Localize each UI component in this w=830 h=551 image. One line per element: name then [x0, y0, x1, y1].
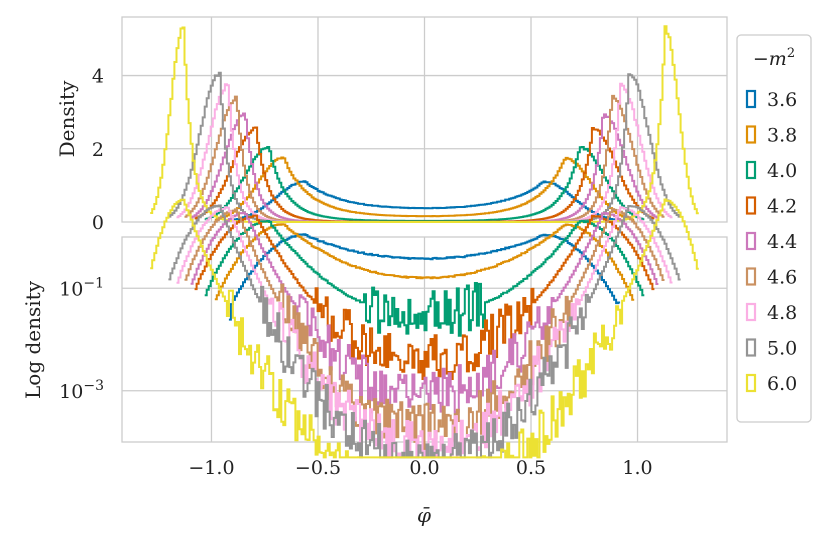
x-axis-label: φ̄	[417, 503, 431, 527]
bottom-series-4.0	[204, 219, 645, 337]
legend-label-3.8: 3.8	[767, 125, 797, 147]
bottom-series-group	[150, 198, 699, 459]
top-series-3.8	[214, 156, 635, 221]
x-tick-label: 0.0	[409, 457, 439, 479]
legend-label-6.0: 6.0	[767, 373, 797, 395]
bottom-series-4.4	[190, 211, 659, 414]
top-y-tick-label: 0	[92, 212, 104, 234]
legend-label-3.6: 3.6	[767, 89, 797, 111]
bottom-y-ticks: 10−1 10−3	[59, 275, 104, 403]
legend-swatch-3.8	[745, 125, 757, 144]
legend-label-4.6: 4.6	[767, 267, 797, 289]
legend: −m2 3.6 3.8 4.0 4.2 4.4 4.6 4.8 5.0 6.0	[736, 34, 812, 423]
top-grid	[122, 17, 727, 222]
legend-swatch-3.6	[745, 89, 757, 109]
legend-label-5.0: 5.0	[767, 338, 797, 360]
bottom-series-6.0	[150, 198, 699, 459]
legend-label-4.4: 4.4	[767, 231, 797, 253]
x-tick-label: 1.0	[622, 457, 652, 479]
top-density-panel: 0 2 4 Density	[55, 16, 728, 234]
legend-swatch-4.8	[745, 302, 757, 322]
legend-title: −m2	[753, 46, 795, 70]
x-tick-label: −1.0	[188, 457, 234, 479]
legend-swatch-4.4	[745, 231, 757, 251]
bottom-y-tick-label: 10−3	[59, 378, 104, 403]
bottom-series-4.8	[176, 206, 673, 459]
x-ticks: −1.0 −0.5 0.0 0.5 1.0	[188, 457, 652, 479]
legend-swatch-4.6	[745, 267, 757, 286]
bottom-series-3.8	[214, 223, 635, 301]
legend-swatch-4.2	[745, 196, 757, 215]
bottom-y-tick-label: 10−1	[59, 275, 104, 300]
bottom-y-axis-label: Log density	[21, 280, 45, 399]
top-y-tick-label: 4	[92, 66, 104, 88]
legend-label-4.8: 4.8	[767, 302, 797, 324]
x-tick-label: 0.5	[516, 457, 546, 479]
bottom-series-4.2	[194, 214, 655, 380]
top-y-ticks: 0 2 4	[92, 66, 104, 234]
top-y-tick-label: 2	[92, 139, 104, 161]
bottom-log-density-panel: 10−1 10−3 −1.0 −0.5 0.0 0.5 1.0 Log density φ…	[21, 198, 728, 527]
top-series-3.6	[228, 180, 621, 222]
bottom-series-3.6	[228, 233, 621, 321]
top-y-axis-label: Density	[55, 80, 79, 157]
legend-label-4.2: 4.2	[767, 196, 797, 218]
legend-entries: 3.6 3.8 4.0 4.2 4.4 4.6 4.8 5.0 6.0	[745, 89, 797, 395]
legend-label-4.0: 4.0	[767, 160, 797, 182]
bottom-series-4.6	[184, 208, 665, 452]
legend-swatch-4.0	[745, 160, 757, 180]
legend-swatch-6.0	[745, 373, 757, 393]
x-tick-label: −0.5	[295, 457, 341, 479]
legend-swatch-5.0	[745, 338, 757, 357]
